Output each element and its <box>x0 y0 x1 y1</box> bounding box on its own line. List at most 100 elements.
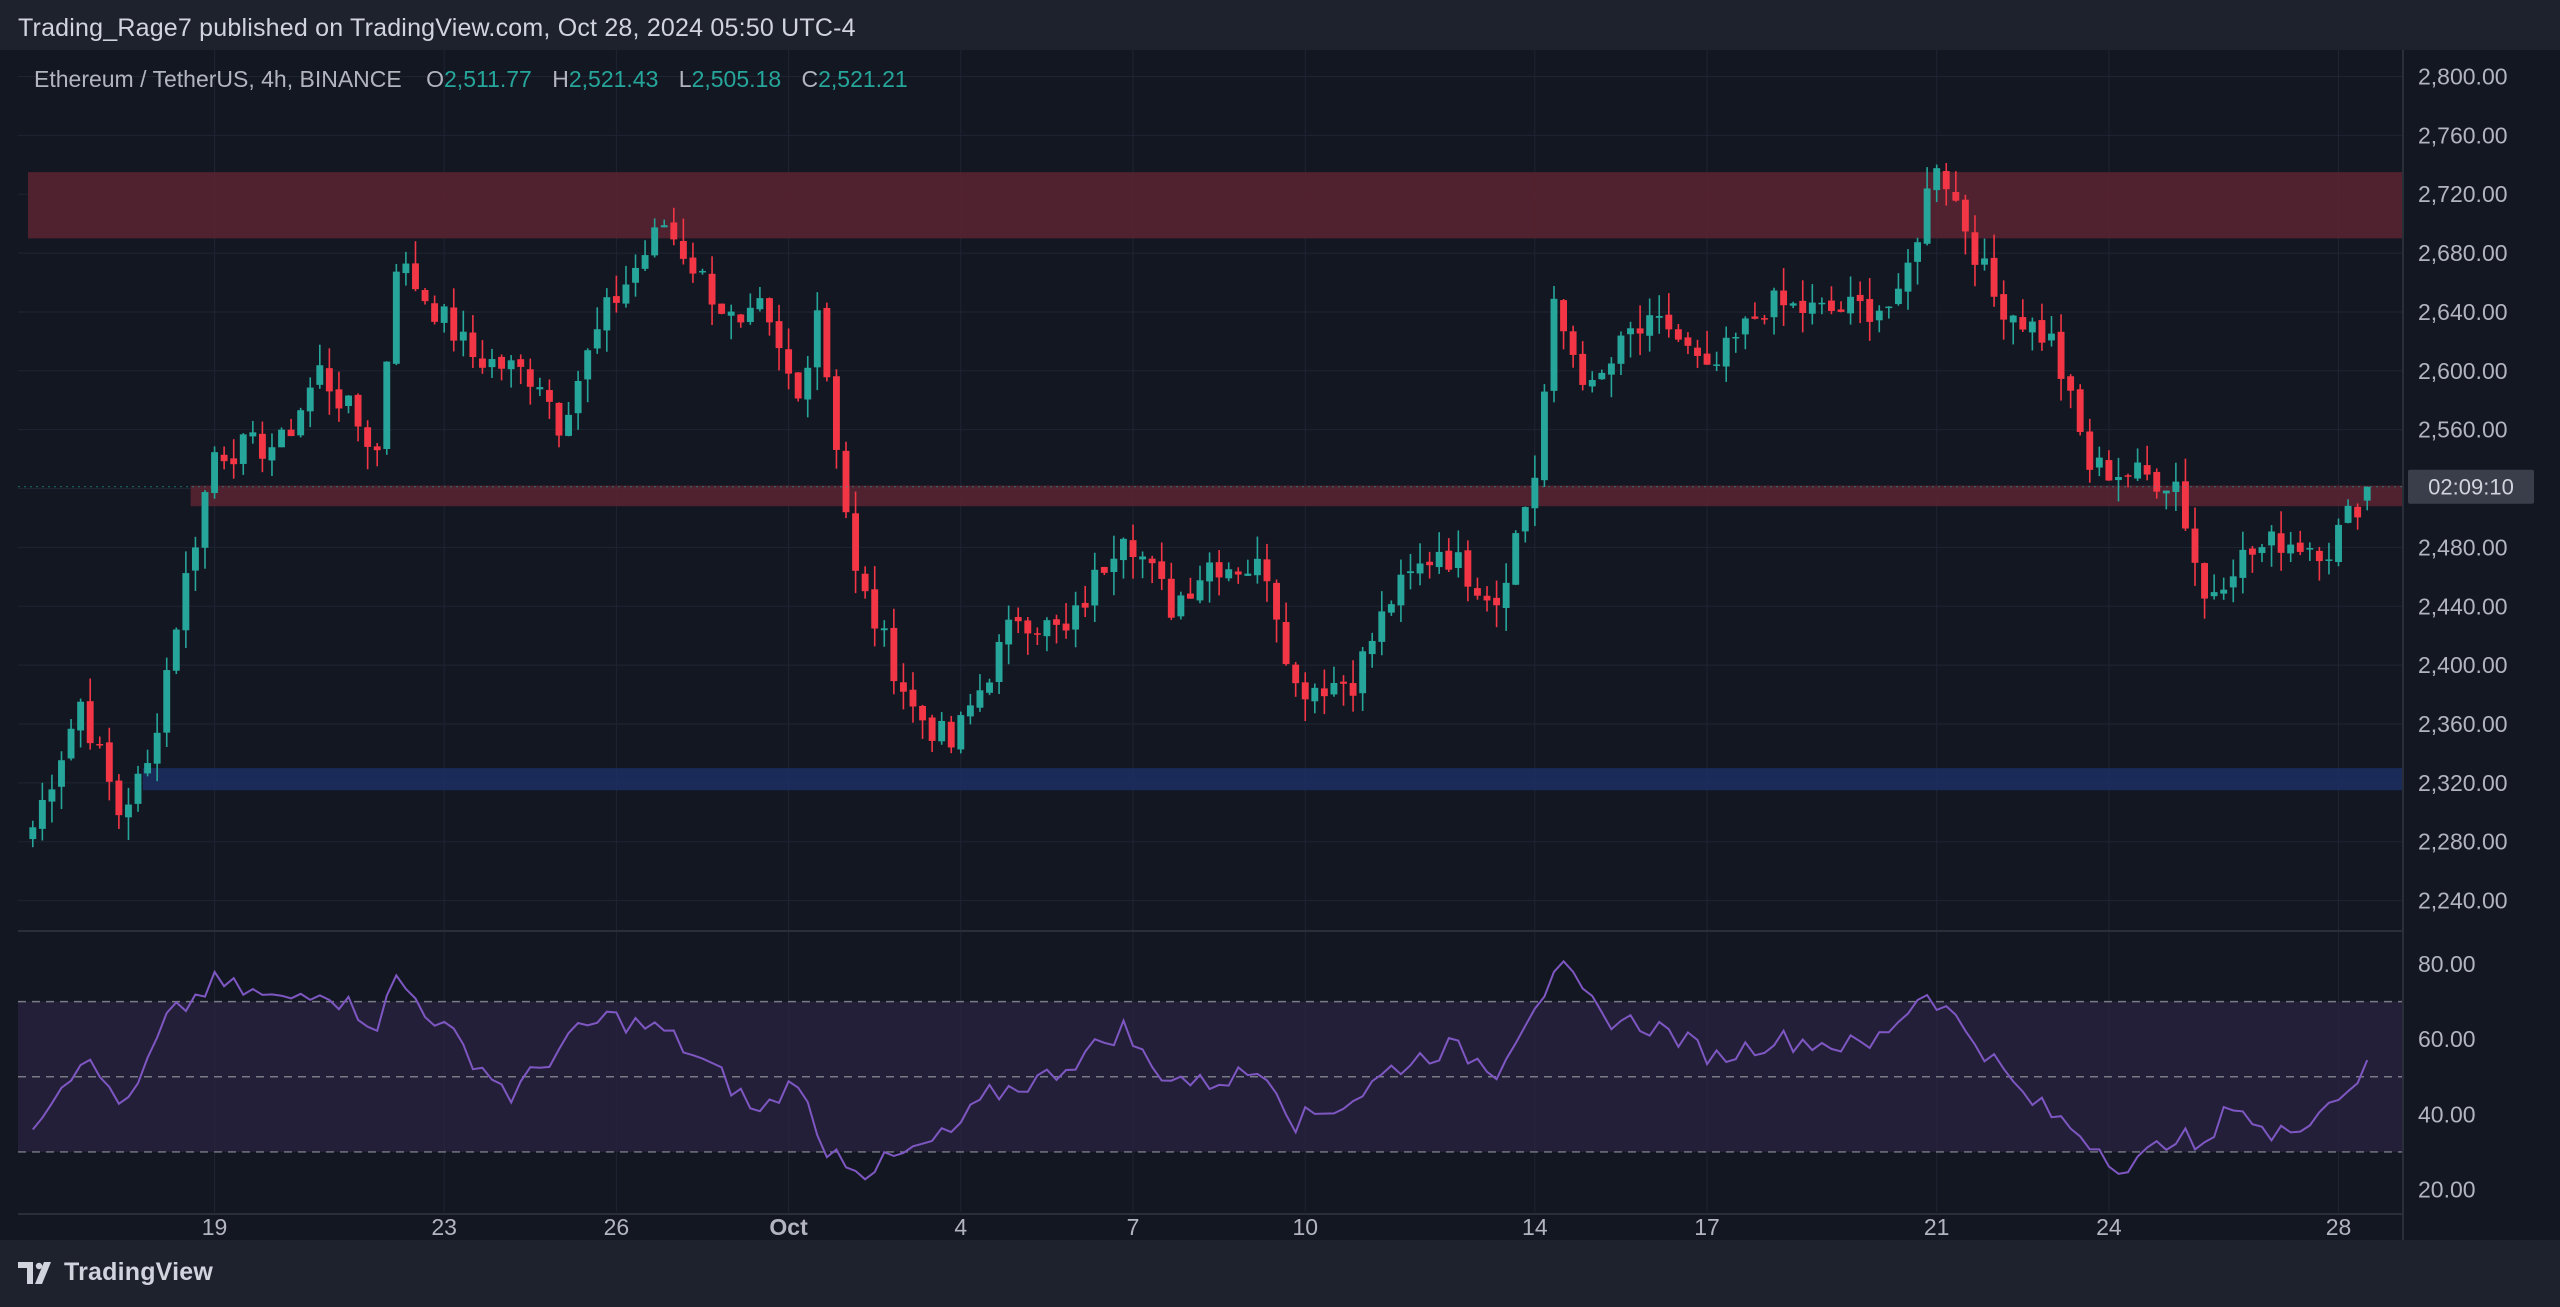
candle-body <box>1234 571 1242 575</box>
candle-body <box>172 629 180 671</box>
time-tick-label: 17 <box>1694 1214 1720 1240</box>
legend-high-label: H <box>552 66 569 92</box>
candle-body <box>2191 528 2199 563</box>
candle-body <box>1799 300 1807 314</box>
candle-body <box>440 306 448 323</box>
candle-body <box>2115 477 2122 481</box>
zone-support <box>142 768 2403 791</box>
candle-body <box>2019 317 2027 330</box>
candle-body <box>2057 331 2065 379</box>
candle-body <box>1713 364 1721 366</box>
countdown-badge <box>2408 469 2534 504</box>
candle-body <box>890 627 898 682</box>
candle-body <box>2009 315 2017 323</box>
candle-body <box>1703 353 1711 365</box>
candle-body <box>928 717 936 741</box>
candle-body <box>1196 580 1204 601</box>
candle-body <box>392 271 400 364</box>
candle-body <box>584 350 592 380</box>
rsi-line <box>32 959 2369 1181</box>
candle-body <box>2354 506 2362 518</box>
candle-body <box>1120 538 1127 561</box>
candle-body <box>909 689 917 707</box>
candle-body <box>316 365 324 385</box>
candle-body <box>1148 558 1156 564</box>
time-tick-label: 10 <box>1292 1214 1318 1240</box>
candle-body <box>919 705 926 721</box>
candle-body <box>1024 620 1032 634</box>
candle-body <box>2181 481 2189 529</box>
price-tick-label: 2,800.00 <box>2418 63 2508 89</box>
candle-body <box>1464 550 1472 587</box>
candle-body <box>1139 556 1147 560</box>
candle-body <box>1588 379 1596 387</box>
time-tick-label: 19 <box>202 1214 228 1240</box>
time-tick-label: Oct <box>769 1214 808 1240</box>
candle-body <box>364 427 372 447</box>
candle-body <box>2153 471 2161 492</box>
candle-body <box>1244 573 1252 576</box>
candle-body <box>2325 559 2333 561</box>
candle-body <box>2201 563 2209 599</box>
candle-body <box>479 358 486 368</box>
candle-body <box>421 290 429 302</box>
publisher-line: Trading_Rage7 published on TradingView.c… <box>18 14 856 42</box>
candle-body <box>498 356 506 369</box>
candle-body <box>947 721 955 748</box>
candle-body <box>1474 588 1481 596</box>
candle-body <box>995 641 1003 682</box>
candle-body <box>1550 298 1558 391</box>
legend-low-label: L <box>678 66 692 92</box>
candle-body <box>737 314 745 323</box>
candle-body <box>335 389 343 409</box>
candle-body <box>1397 574 1405 606</box>
candle-body <box>86 701 94 744</box>
candle-body <box>1780 290 1788 306</box>
candle-body <box>2162 490 2170 494</box>
candle-body <box>459 331 467 341</box>
candle-body <box>1990 257 1998 297</box>
footer[interactable]: TradingView <box>18 1258 213 1287</box>
price-tick-label: 2,320.00 <box>2418 770 2508 796</box>
candle-body <box>182 573 190 631</box>
candle-body <box>899 682 907 692</box>
candle-body <box>431 303 439 322</box>
chart-canvas[interactable]: 2,800.00 2,760.00 2,720.00 2,680.00 2,640.00… <box>0 50 2560 1240</box>
candle-body <box>545 390 553 402</box>
candle-body <box>699 270 706 273</box>
candle-body <box>1158 561 1166 579</box>
candle-body <box>2067 376 2075 391</box>
candle-body <box>2124 475 2132 477</box>
candle-body <box>670 222 678 240</box>
zone-resistance-mid <box>190 485 2402 507</box>
candle-body <box>1282 622 1290 665</box>
candle-body <box>1340 681 1347 684</box>
rsi-tick-label: 40.00 <box>2418 1101 2476 1127</box>
candle-body <box>1110 558 1118 573</box>
candle-body <box>325 368 333 392</box>
candle-body <box>2296 542 2304 552</box>
candle-body <box>2220 589 2228 594</box>
candle-body <box>1330 682 1338 695</box>
candle-body <box>373 446 381 451</box>
chart-frame[interactable]: 2,800.00 2,760.00 2,720.00 2,680.00 2,640.00… <box>0 50 2560 1240</box>
time-tick-label: 7 <box>1127 1214 1140 1240</box>
candle-body <box>1387 604 1395 613</box>
candle-body <box>96 744 104 746</box>
candle-body <box>1493 597 1501 606</box>
candle-body <box>708 273 716 305</box>
candle-body <box>2306 548 2314 550</box>
legend-close-label: C <box>801 66 819 92</box>
candle-body <box>1540 391 1548 481</box>
candle-body <box>1407 571 1414 574</box>
price-tick-label: 2,440.00 <box>2418 593 2508 619</box>
candle-body <box>144 763 152 774</box>
candle-body <box>746 307 754 323</box>
candle-body <box>852 513 860 571</box>
candle-body <box>1091 569 1099 606</box>
candle-body <box>2268 531 2275 546</box>
candle-body <box>306 387 314 412</box>
candle-body <box>1933 168 1941 191</box>
candle-body <box>2000 294 2008 320</box>
candle-body <box>1426 561 1434 566</box>
